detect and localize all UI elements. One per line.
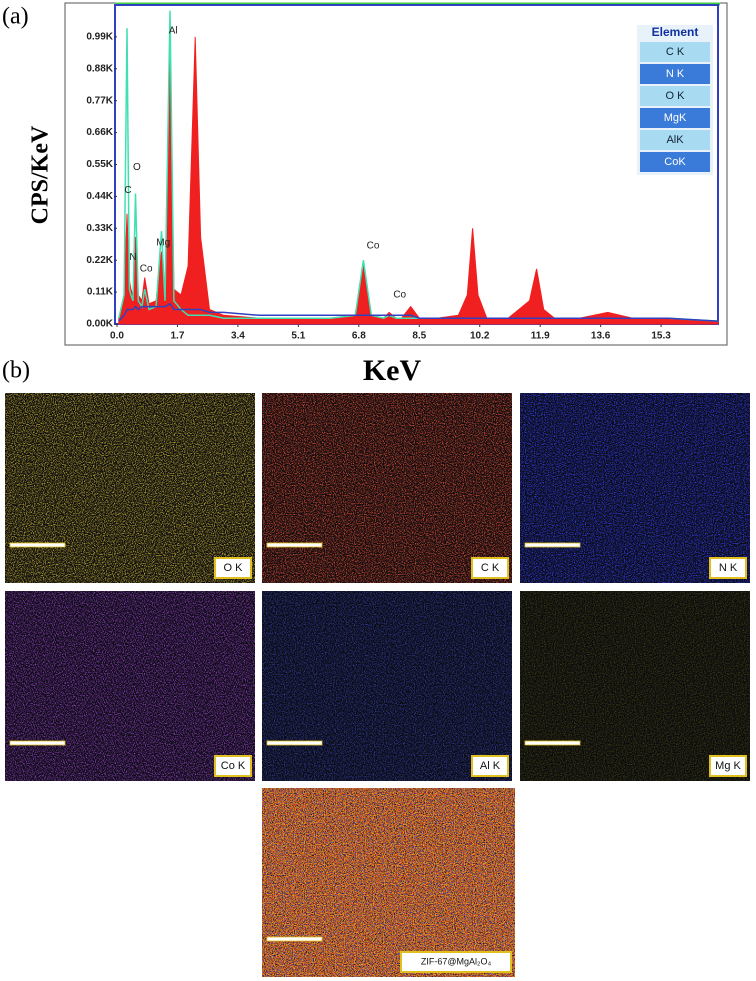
y-tick-label: 0.55K xyxy=(86,159,113,170)
x-tick-label: 3.4 xyxy=(231,331,245,342)
peak-label: Co xyxy=(393,290,406,301)
element-map: Al K xyxy=(262,591,512,781)
y-axis-label: CPS/KeV xyxy=(28,125,54,224)
map-label-box xyxy=(400,951,512,973)
y-tick-label: 0.66K xyxy=(86,127,113,138)
peak-label: Al xyxy=(169,26,178,37)
legend-item: C K xyxy=(666,46,685,58)
panel-label: (b) xyxy=(2,358,30,384)
element-map: Mg K xyxy=(520,591,750,781)
legend-title: Element xyxy=(652,25,699,39)
scale-bar xyxy=(266,936,323,942)
map-label: N K xyxy=(719,562,738,574)
legend-item-box xyxy=(640,130,710,150)
legend-item: O K xyxy=(666,90,686,102)
peak-label: Co xyxy=(367,240,380,251)
x-tick-label: 5.1 xyxy=(291,331,305,342)
legend-item-box xyxy=(640,108,710,128)
legend-item: CoK xyxy=(664,156,686,168)
map-label-box xyxy=(709,755,747,777)
y-tick-label: 0.99K xyxy=(86,32,113,43)
peak-label: N xyxy=(129,252,136,263)
element-map: C K xyxy=(262,393,512,583)
y-tick-label: 0.00K xyxy=(86,319,113,330)
peak-label: Mg xyxy=(156,237,170,248)
scale-bar xyxy=(9,542,66,548)
panel-label: (a) xyxy=(2,4,29,30)
map-label: Mg K xyxy=(715,760,741,772)
peak-label: C xyxy=(124,185,131,196)
legend-item: MgK xyxy=(664,112,687,124)
map-label: O K xyxy=(224,562,244,574)
element-map: ZIF-67@MgAl₂O₄ xyxy=(262,788,515,977)
map-label-box xyxy=(214,557,252,579)
scale-bar xyxy=(266,740,323,746)
map-label: C K xyxy=(481,562,500,574)
map-label-box xyxy=(214,755,252,777)
map-label: ZIF-67@MgAl₂O₄ xyxy=(421,956,492,966)
x-tick-label: 6.8 xyxy=(352,331,366,342)
x-tick-label: 1.7 xyxy=(171,331,185,342)
y-tick-label: 0.77K xyxy=(86,95,113,106)
x-tick-label: 13.6 xyxy=(591,331,611,342)
map-label-box xyxy=(471,557,509,579)
y-tick-label: 0.88K xyxy=(86,63,113,74)
legend-item: AlK xyxy=(666,134,684,146)
scale-bar xyxy=(524,542,581,548)
legend-item: N K xyxy=(666,68,685,80)
legend-item-box xyxy=(640,86,710,106)
x-tick-label: 11.9 xyxy=(531,331,550,342)
spectrum-line xyxy=(118,302,719,322)
element-map: N K xyxy=(520,393,750,583)
peak-label: Co xyxy=(140,264,153,275)
element-map: O K xyxy=(5,393,255,583)
y-tick-label: 0.11K xyxy=(87,287,114,298)
map-label: Co K xyxy=(221,760,246,772)
legend-item-box xyxy=(640,64,710,84)
x-tick-label: 0.0 xyxy=(110,331,124,342)
scale-bar xyxy=(524,740,581,746)
x-tick-label: 10.2 xyxy=(470,331,490,342)
map-label-box xyxy=(709,557,747,579)
x-tick-label: 8.5 xyxy=(412,331,426,342)
y-tick-label: 0.44K xyxy=(86,191,113,202)
x-tick-label: 15.3 xyxy=(651,331,671,342)
peak-label: O xyxy=(133,162,141,173)
scale-bar xyxy=(266,542,323,548)
y-tick-label: 0.33K xyxy=(86,223,113,234)
y-tick-label: 0.22K xyxy=(86,255,113,266)
x-axis-label: KeV xyxy=(363,354,422,387)
scale-bar xyxy=(9,740,66,746)
legend-item-box xyxy=(640,152,710,172)
map-label: Al K xyxy=(480,760,501,772)
map-label-box xyxy=(471,755,509,777)
legend-item-box xyxy=(640,42,710,62)
chart-frame xyxy=(64,2,728,346)
element-map: Co K xyxy=(5,591,255,781)
